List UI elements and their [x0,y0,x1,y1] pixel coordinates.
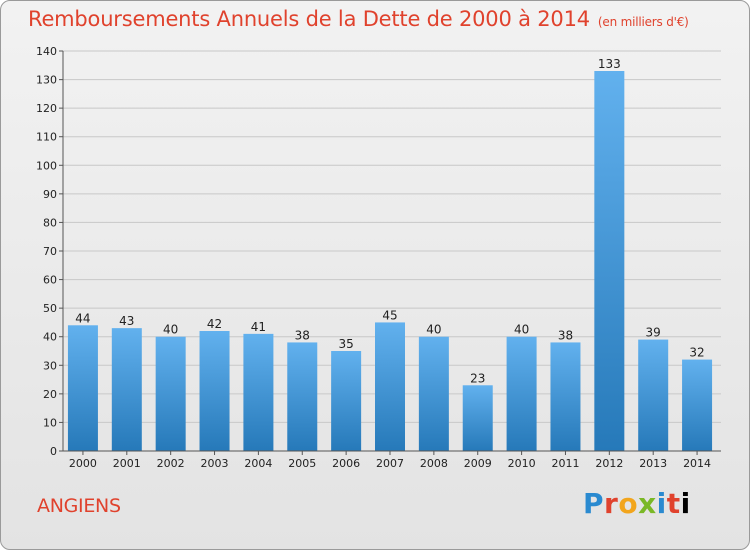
y-tick-label: 60 [43,274,57,287]
x-tick-label: 2011 [551,457,579,470]
y-tick-label: 0 [50,445,57,458]
value-label: 44 [75,311,90,325]
bar-2014 [682,359,713,451]
chart-title: Remboursements Annuels de la Dette de 20… [28,7,689,31]
bar-2006 [331,351,362,451]
value-label: 40 [163,323,178,337]
bar-2005 [287,342,318,451]
value-label: 45 [382,308,397,322]
y-tick-label: 90 [43,188,57,201]
axes: 0 10 20 30 40 50 60 70 80 90 100 110 120 130 140 [36,45,721,458]
x-tick-label: 2004 [244,457,272,470]
x-tick-label: 2006 [332,457,360,470]
x-tick-label: 2005 [288,457,316,470]
y-tick-label: 40 [43,331,57,344]
value-label: 35 [338,337,353,351]
y-tick-label: 140 [36,45,57,58]
x-tick-label: 2007 [376,457,404,470]
value-label: 40 [426,323,441,337]
y-tick-label: 130 [36,74,57,87]
y-tick-label: 30 [43,359,57,372]
y-tick-label: 110 [36,131,57,144]
x-tick-label: 2003 [201,457,229,470]
bar-2003 [199,331,230,451]
y-tick-label: 120 [36,102,57,115]
chart-title-text: Remboursements Annuels de la Dette de 20… [28,7,590,31]
y-tick-label: 70 [43,245,57,258]
bar-2011 [550,342,581,451]
proxiti-logo[interactable]: Proxiti [583,487,691,520]
x-tick-label: 2009 [464,457,492,470]
bar-2010 [506,336,537,451]
value-label: 43 [119,314,134,328]
x-tick-label: 2013 [639,457,667,470]
commune-name: ANGIENS [37,495,121,517]
bar-2007 [375,322,405,451]
bar-2012 [594,71,625,451]
bar-2013 [638,339,669,451]
y-tick-label: 10 [43,416,57,429]
value-label: 42 [207,317,222,331]
y-tick-label: 100 [36,159,57,172]
value-label: 38 [558,328,573,342]
bars [67,71,713,451]
x-tick-label: 2001 [113,457,141,470]
y-tick-label: 20 [43,388,57,401]
y-tick-label: 80 [43,216,57,229]
value-label: 40 [514,323,529,337]
bar-2000 [67,325,98,451]
unit-note: (en milliers d'€) [597,15,689,29]
x-tick-label: 2014 [683,457,711,470]
labels: 44 2000 43 2001 40 2002 42 2003 41 2004 38 2005 35 20… [69,57,711,470]
x-tick-label: 2008 [420,457,448,470]
value-label: 133 [598,57,621,71]
x-tick-label: 2012 [595,457,623,470]
value-label: 41 [251,320,266,334]
value-label: 23 [470,371,485,385]
y-tick-label: 50 [43,302,57,315]
x-tick-label: 2010 [508,457,536,470]
x-tick-label: 2000 [69,457,97,470]
bar-2008 [418,336,449,451]
value-label: 38 [295,328,310,342]
value-label: 39 [646,326,661,340]
x-tick-label: 2002 [157,457,185,470]
bar-2002 [155,336,186,451]
bar-2004 [243,333,274,451]
value-label: 32 [689,346,704,360]
bar-2009 [462,385,493,451]
bar-2001 [111,328,142,451]
